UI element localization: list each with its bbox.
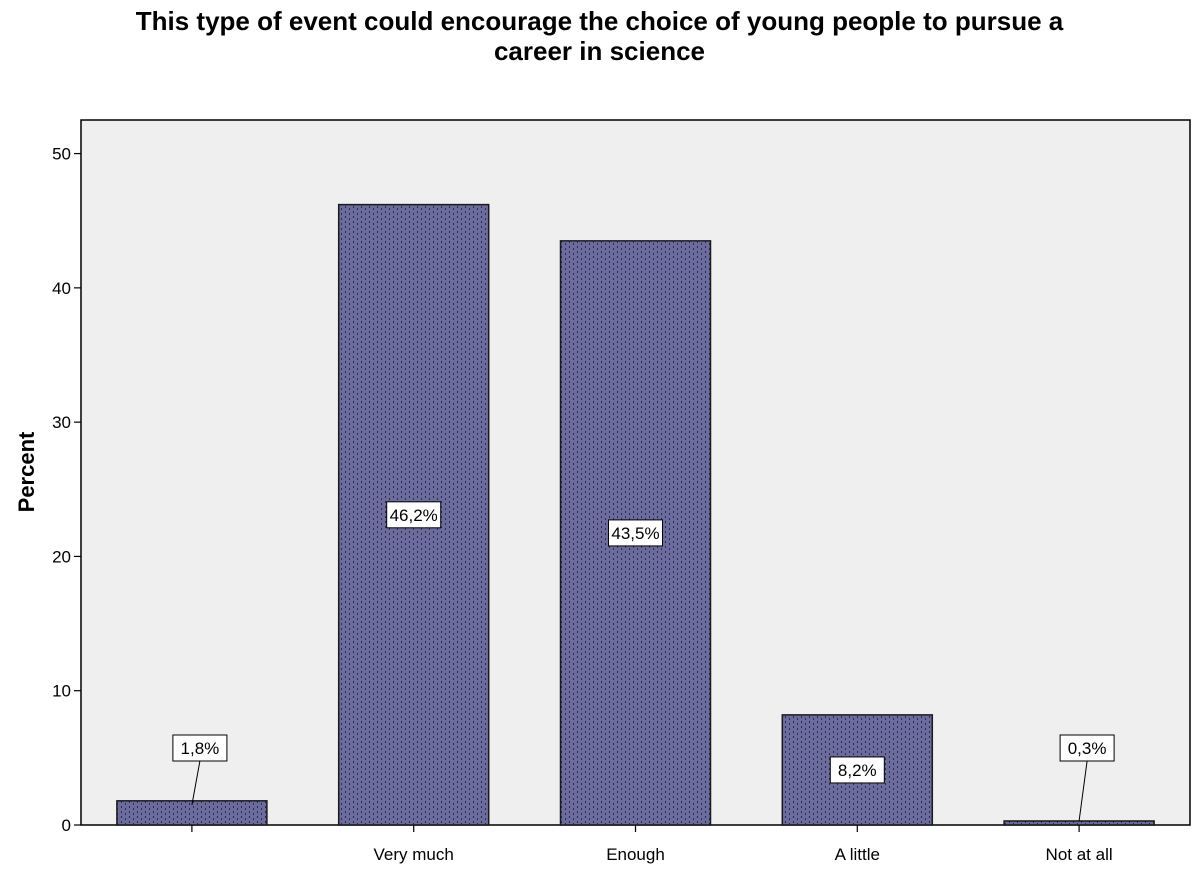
- data-label-box: [1059, 734, 1115, 762]
- data-label: 43,5%: [611, 524, 659, 543]
- data-label: 8,2%: [838, 761, 877, 780]
- x-tick-label: Not at all: [1046, 845, 1113, 864]
- data-label: 46,2%: [390, 506, 438, 525]
- bar: [1003, 820, 1155, 826]
- y-axis-label: Percent: [14, 431, 39, 512]
- x-tick-label: Enough: [606, 845, 665, 864]
- data-label: 1,8%: [181, 739, 220, 758]
- data-label-box: [829, 756, 885, 784]
- chart-title: This type of event could encourage the c…: [0, 6, 1199, 66]
- y-tick-label: 0: [62, 816, 71, 835]
- bar: [337, 203, 490, 826]
- chart-title-line-1: This type of event could encourage the c…: [135, 6, 1064, 36]
- y-tick-label: 10: [52, 682, 71, 701]
- data-labels: 1,8% 46,2% 43,5% 8,2% 0,3%: [172, 501, 1115, 822]
- data-label-box: [172, 734, 228, 762]
- data-label-box: [386, 501, 442, 529]
- data-label-leader: [1078, 760, 1088, 822]
- chart-title-line-2: career in science: [493, 36, 706, 66]
- y-tick-label: 40: [52, 279, 71, 298]
- x-tick-label: A little: [835, 845, 880, 864]
- y-axis: 0 10 20 30 40 50: [52, 145, 81, 835]
- x-tick-label: Very much: [374, 845, 454, 864]
- x-axis: Very much Enough A little Not at all: [191, 825, 1113, 864]
- data-label-leader: [191, 760, 201, 806]
- y-tick-label: 50: [52, 145, 71, 164]
- y-tick-label: 30: [52, 413, 71, 432]
- data-label-box: [608, 519, 663, 547]
- data-label: 0,3%: [1068, 739, 1107, 758]
- y-tick-label: 20: [52, 547, 71, 566]
